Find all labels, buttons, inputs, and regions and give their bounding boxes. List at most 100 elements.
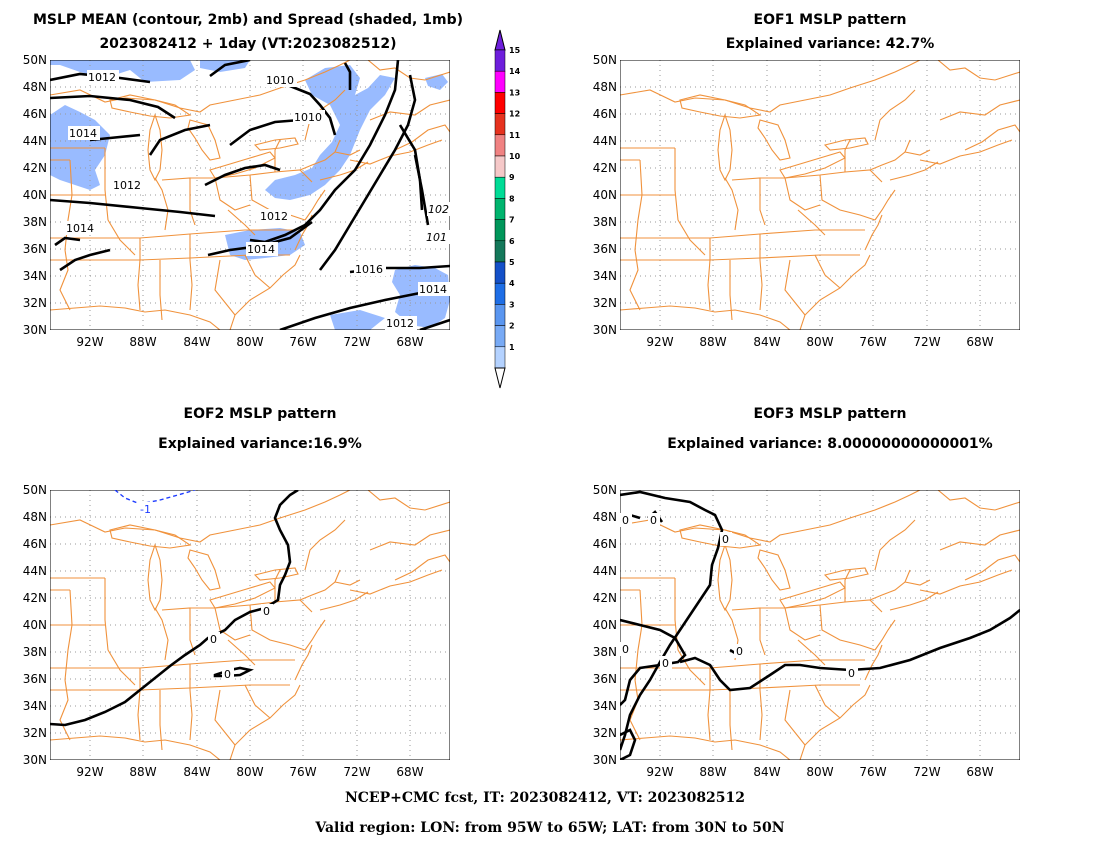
eof3-title: EOF3 MSLP pattern [754,406,907,422]
contour-label: 1014 [419,283,447,296]
contour-label: 1012 [386,317,414,330]
lat-tick-label: 46N [593,537,617,551]
panel-eof1: EOF1 MSLP pattern Explained variance: 42… [620,12,1020,330]
lat-tick-label: 36N [593,242,617,256]
lat-tick-label: 32N [593,296,617,310]
lon-tick-label: 72W [343,335,370,349]
contour-label: 0 [622,514,629,527]
lon-tick-label: 76W [859,335,886,349]
contour-label: 0 [736,645,743,658]
mean-title-line2: 2023082412 + 1day (VT:2023082512) [99,36,396,52]
lon-tick-label: 72W [913,335,940,349]
eof1-map-area [620,60,1020,330]
lat-tick-label: 48N [593,80,617,94]
lat-tick-label: 50N [593,53,617,67]
lon-tick-label: 92W [646,765,673,779]
lat-tick-label: 44N [593,134,617,148]
spread-colorbar: 15 14 13 12 11 10 9 8 7 6 5 4 3 2 1 [494,29,521,389]
lon-tick-label: 84W [753,335,780,349]
contour-label: 0 [224,668,231,681]
lon-tick-label: 76W [859,765,886,779]
contour-label: -1 [140,503,151,516]
lat-tick-label: 38N [593,215,617,229]
lat-tick-label: 34N [593,699,617,713]
colorbar-swatch [494,240,506,263]
colorbar-swatch [494,92,506,114]
panel-eof3: EOF3 MSLP pattern Explained variance: 8.… [620,406,1020,760]
eof2-variance: Explained variance:16.9% [158,436,362,452]
colorbar-swatch [494,282,506,305]
colorbar-swatch [494,113,506,136]
colorbar-label: 5 [509,258,515,267]
lat-tick-label: 30N [23,753,47,767]
lat-tick-label: 34N [23,699,47,713]
colorbar-swatch [494,346,506,369]
colorbar-label: 1 [509,343,515,352]
colorbar-label: 6 [509,237,515,246]
lat-tick-label: 44N [23,564,47,578]
lon-tick-label: 76W [289,335,316,349]
footer-line1: NCEP+CMC fcst, IT: 2023082412, VT: 20230… [345,790,745,806]
lat-tick-label: 48N [23,510,47,524]
lat-tick-label: 36N [23,672,47,686]
contour-label: 101 [426,231,447,244]
lon-tick-label: 92W [76,335,103,349]
lat-tick-label: 30N [23,323,47,337]
colorbar-swatch [494,155,506,178]
lat-tick-label: 42N [23,591,47,605]
lat-tick-label: 48N [23,80,47,94]
colorbar-bottom-arrow [494,367,506,389]
eof3-contours [620,490,1020,760]
lat-tick-label: 46N [23,537,47,551]
colorbar-label: 10 [509,152,521,161]
lat-tick-label: 48N [593,510,617,524]
colorbar-top-arrow [494,29,506,51]
lat-tick-label: 36N [23,242,47,256]
lat-tick-label: 40N [23,618,47,632]
mean-map-area: 1012 1010 1014 1010 1012 1012 1014 1014 [50,60,450,330]
lat-tick-label: 42N [593,591,617,605]
colorbar-swatch [494,70,506,93]
lat-tick-label: 38N [23,645,47,659]
lon-tick-label: 80W [236,765,263,779]
lat-tick-label: 50N [593,483,617,497]
colorbar-swatch [494,304,506,326]
lon-tick-label: 80W [806,765,833,779]
footer-line2: Valid region: LON: from 95W to 65W; LAT:… [314,820,784,836]
mean-title-line1: MSLP MEAN (contour, 2mb) and Spread (sha… [33,12,463,28]
lon-tick-label: 92W [76,765,103,779]
lon-tick-label: 68W [396,765,423,779]
colorbar-swatch [494,134,506,157]
eof1-variance: Explained variance: 42.7% [726,36,935,52]
contour-label: 1016 [355,263,383,276]
colorbar-label: 9 [509,173,515,182]
contour-label: 1010 [266,74,294,87]
contour-label: 0 [210,633,217,646]
colorbar-swatch [494,325,506,348]
contour-label: 0 [722,533,729,546]
lat-tick-label: 44N [593,564,617,578]
lat-tick-label: 50N [23,483,47,497]
lon-tick-label: 88W [129,765,156,779]
eof2-title: EOF2 MSLP pattern [184,406,337,422]
colorbar-label: 4 [509,279,515,288]
lon-tick-label: 68W [396,335,423,349]
lat-tick-label: 42N [23,161,47,175]
eof2-contour-labels: -1 0 0 0 [138,502,273,681]
lon-tick-label: 80W [236,335,263,349]
colorbar-swatch [494,198,506,220]
lon-tick-label: 68W [966,335,993,349]
lat-tick-label: 32N [593,726,617,740]
colorbar-label: 15 [509,46,521,55]
lat-tick-label: 44N [23,134,47,148]
colorbar-label: 12 [509,110,520,119]
colorbar-label: 3 [509,300,515,309]
contour-label: 1012 [88,71,116,84]
contour-label: 0 [263,605,270,618]
lon-tick-label: 80W [806,335,833,349]
eof1-title: EOF1 MSLP pattern [754,12,907,28]
colorbar-swatch [494,261,506,284]
eof3-contour-labels: 0 0 0 0 0 0 0 [620,513,858,680]
lat-tick-label: 40N [593,188,617,202]
panel-mslp-mean: MSLP MEAN (contour, 2mb) and Spread (sha… [33,12,463,330]
